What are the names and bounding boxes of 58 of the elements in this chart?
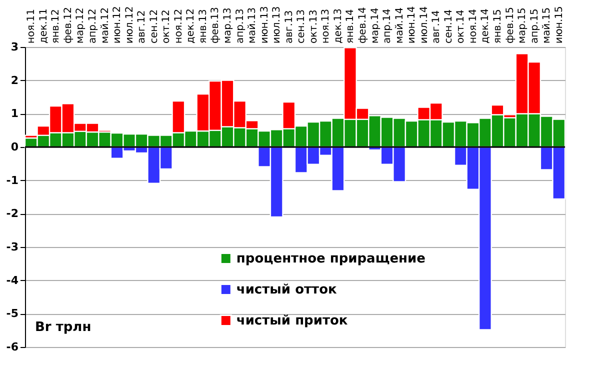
x-tick-label: ноя.14 — [468, 8, 479, 44]
y-tick-label: 3 — [10, 40, 18, 54]
x-tick-label: дек.13 — [332, 8, 344, 44]
x-tick-label: апр.13 — [234, 8, 246, 44]
y-tick-label: 1 — [10, 107, 18, 120]
x-tick-label: фев.15 — [504, 7, 516, 44]
x-tick-label: авг.13 — [284, 10, 295, 44]
legend-label: чистый приток — [236, 314, 348, 328]
y-tick-label: 2 — [10, 74, 18, 87]
x-tick-label: фев.14 — [358, 7, 368, 44]
x-tick-label: июл.12 — [124, 6, 136, 44]
x-tick-label: фев.12 — [62, 7, 74, 44]
x-tick-label: июн.14 — [406, 6, 418, 44]
x-tick-label: май.15 — [542, 7, 553, 44]
y-tick-label: -5 — [6, 307, 18, 320]
x-tick-label: фев.13 — [210, 7, 222, 44]
x-tick-label: май.14 — [394, 7, 406, 44]
x-tick-label: мар.15 — [517, 8, 528, 44]
x-tick-label: окт.12 — [161, 10, 172, 44]
x-tick-label: июн.12 — [112, 6, 124, 44]
annotation: Br трлн — [35, 320, 92, 335]
x-tick-label: мар.13 — [222, 8, 234, 44]
x-tick-label: май.13 — [247, 7, 258, 44]
x-tick-label: сен.14 — [443, 9, 454, 44]
y-tick-label: -2 — [6, 207, 18, 220]
x-tick-label: апр.14 — [382, 8, 394, 44]
y-tick-label: -4 — [6, 274, 19, 287]
x-tick-label: янв.12 — [50, 9, 62, 44]
x-tick-label: окт.14 — [456, 10, 467, 44]
legend-label: процентное приращение — [236, 252, 426, 266]
x-tick-label: июн.15 — [554, 6, 565, 44]
y-tick-label: 0 — [10, 140, 19, 154]
x-tick-label: янв.14 — [345, 9, 356, 44]
x-tick-label: авг.14 — [431, 10, 442, 44]
x-tick-label: сен.13 — [296, 9, 308, 44]
x-tick-label: ноя.13 — [320, 8, 332, 44]
x-tick-label: авг.12 — [136, 10, 148, 44]
y-tick-label: -3 — [6, 240, 18, 254]
y-tick-label: -1 — [6, 174, 18, 187]
x-tick-label: ноя.12 — [173, 8, 184, 44]
x-tick-label: янв.13 — [198, 9, 209, 44]
x-tick-label: янв.15 — [492, 9, 504, 44]
legend-label: чистый отток — [236, 282, 337, 298]
x-tick-label: дек.12 — [186, 8, 197, 44]
x-tick-label: май.12 — [100, 7, 111, 44]
x-tick-label: июн.13 — [259, 6, 270, 44]
y-tick-label: -6 — [6, 340, 19, 354]
x-tick-label: мар.14 — [370, 8, 381, 44]
x-tick-label: дек.14 — [480, 8, 492, 44]
x-tick-label: июл.14 — [418, 6, 430, 44]
x-tick-label: дек.11 — [38, 8, 50, 44]
x-tick-label: июл.13 — [272, 6, 283, 44]
x-tick-label: сен.12 — [148, 9, 160, 44]
x-tick-label: ноя.11 — [26, 8, 38, 44]
x-tick-label: апр.12 — [88, 8, 98, 44]
x-tick-label: мар.12 — [75, 8, 86, 44]
x-tick-label: апр.15 — [529, 8, 540, 44]
x-tick-label: окт.13 — [308, 10, 320, 44]
